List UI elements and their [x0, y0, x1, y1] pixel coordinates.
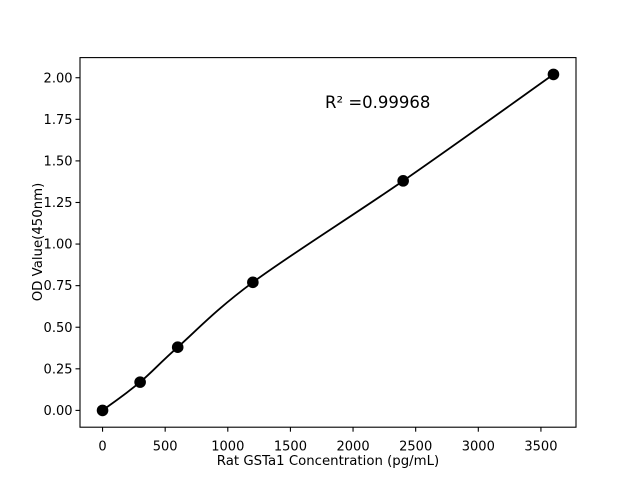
data-point: [547, 68, 560, 81]
x-tick-label: 2500: [399, 440, 432, 455]
y-tick-label: 1.00: [44, 238, 73, 253]
x-tick-label: 3500: [524, 440, 557, 455]
data-point: [171, 341, 184, 353]
y-axis-ticks: 0.00 0.25 0.50 0.75 1.00 1.25 1.50 1.75 2.00: [44, 71, 80, 419]
data-points: [96, 68, 560, 417]
x-axis-label: Rat GSTa1 Concentration (pg/mL): [217, 454, 439, 469]
y-tick-label: 1.25: [44, 196, 73, 211]
x-tick-label: 2000: [337, 440, 370, 455]
y-tick-label: 1.50: [44, 154, 73, 169]
y-axis-label: OD Value(450nm): [31, 183, 46, 302]
x-tick-label: 3000: [462, 440, 495, 455]
y-tick-label: 1.75: [44, 113, 73, 128]
data-point: [134, 376, 146, 388]
y-tick-label: 0.25: [44, 362, 73, 377]
x-tick-label: 1000: [211, 440, 244, 455]
fit-curve: [101, 73, 555, 412]
x-tick-label: 500: [153, 440, 178, 455]
y-tick-label: 0.50: [44, 321, 73, 336]
x-tick-label: 1500: [274, 440, 307, 455]
y-tick-label: 0.00: [44, 404, 73, 419]
plot-border: [79, 57, 577, 428]
r-squared-annotation: R² =0.99968: [325, 93, 430, 112]
data-point: [96, 404, 109, 417]
y-tick-label: 0.75: [44, 279, 73, 294]
y-tick-label: 2.00: [44, 71, 73, 86]
x-axis-ticks: 0 500 1000 1500 2000 2500 3000 3500: [98, 427, 557, 455]
x-tick-label: 0: [98, 440, 106, 455]
data-point: [397, 175, 409, 187]
data-point: [247, 276, 259, 289]
